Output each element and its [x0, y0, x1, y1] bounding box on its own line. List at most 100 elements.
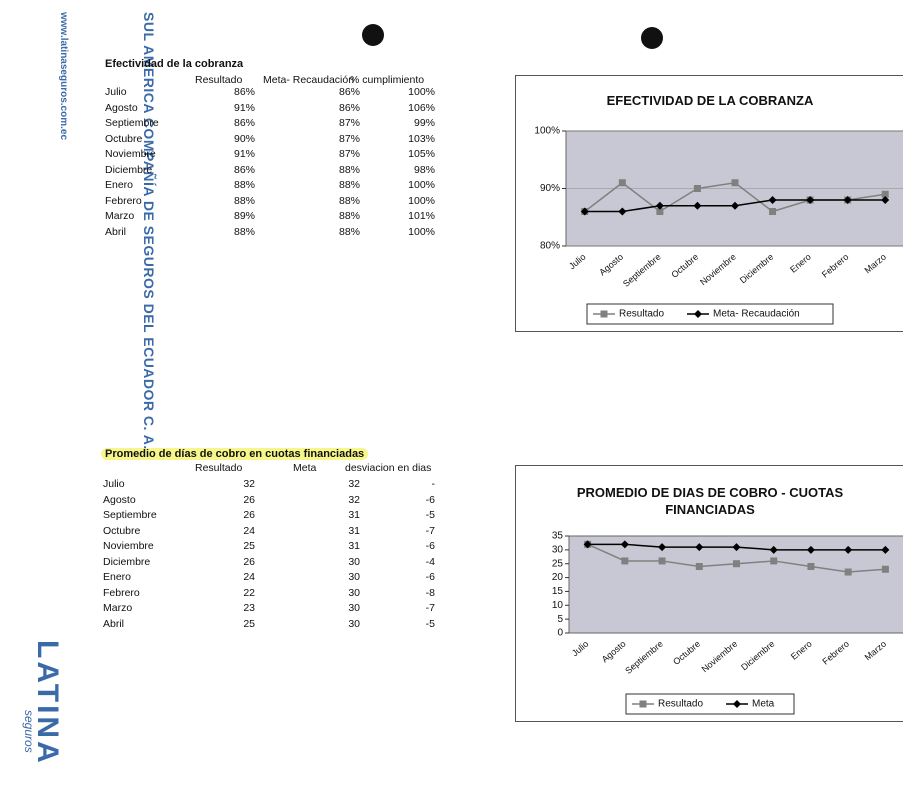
table-cell: 30	[348, 587, 360, 599]
table-cell: 88%	[339, 179, 360, 191]
table-cell: 103%	[408, 133, 435, 145]
x-tick-label: Marzo	[862, 252, 888, 276]
x-tick-label: Febrero	[820, 639, 851, 667]
table-title: Efectividad de la cobranza	[105, 58, 243, 70]
column-header: Resultado	[195, 74, 242, 86]
table-cell: 98%	[414, 164, 435, 176]
table-row: Septiembre86%87%99%	[105, 117, 445, 129]
row-label: Octubre	[103, 525, 140, 537]
row-label: Julio	[103, 478, 125, 490]
table-cell: 100%	[408, 226, 435, 238]
table-row: Octubre 90% 87% 103%	[105, 133, 445, 145]
table-cell: 32	[243, 478, 255, 490]
data-point	[769, 208, 776, 215]
table-title: Promedio de días de cobro en cuotas fina…	[101, 448, 368, 460]
row-label: Febrero	[103, 587, 140, 599]
table-row: Enero88%88%100%	[105, 179, 445, 191]
table-cell: 86%	[339, 102, 360, 114]
table-cell: 91%	[234, 102, 255, 114]
table-cell: 31	[348, 525, 360, 537]
table-cell: 101%	[408, 210, 435, 222]
data-point	[732, 179, 739, 186]
row-label: Julio	[105, 86, 127, 98]
table-cell: 30	[348, 602, 360, 614]
table-cell: 88%	[339, 210, 360, 222]
y-tick-label: 15	[552, 586, 564, 597]
legend-label: Meta	[752, 699, 775, 710]
table-row: Julio86%86%100%	[105, 86, 445, 98]
punch-hole	[641, 27, 663, 49]
y-tick-label: 35	[552, 531, 564, 542]
data-point	[694, 185, 701, 192]
table-cell: -6	[426, 540, 435, 552]
data-point	[619, 179, 626, 186]
row-label: Diciembre	[105, 164, 152, 176]
table-cell: 88%	[234, 195, 255, 207]
data-point	[882, 566, 889, 573]
table-cell: 88%	[234, 179, 255, 191]
punch-hole	[362, 24, 384, 46]
table-cell: 22	[243, 587, 255, 599]
y-tick-label: 20	[552, 572, 564, 583]
data-point	[770, 557, 777, 564]
x-tick-label: Septiembre	[623, 639, 665, 676]
y-tick-label: 90%	[540, 183, 560, 194]
table-cell: 105%	[408, 148, 435, 160]
legend-label: Resultado	[619, 309, 664, 320]
table-cell: 88%	[339, 164, 360, 176]
table-cell: -8	[426, 587, 435, 599]
table-row: Marzo2330-7	[105, 602, 445, 614]
legend-label: Resultado	[658, 699, 703, 710]
table-cell: 24	[243, 525, 255, 537]
table-cell: 86%	[234, 117, 255, 129]
y-tick-label: 5	[557, 614, 563, 625]
table-cell: 26	[243, 509, 255, 521]
data-point	[621, 557, 628, 564]
row-label: Marzo	[103, 602, 132, 614]
table-cell: 100%	[408, 86, 435, 98]
row-label: Abril	[103, 618, 124, 630]
table-cell: 91%	[234, 148, 255, 160]
row-label: Agosto	[103, 494, 136, 506]
table-cell: 99%	[414, 117, 435, 129]
table-cell: 30	[348, 571, 360, 583]
data-point	[845, 569, 852, 576]
row-label: Noviembre	[103, 540, 154, 552]
table-cell: 30	[348, 618, 360, 630]
logo-subtitle: seguros	[22, 710, 36, 753]
row-label: Abril	[105, 226, 126, 238]
row-label: Noviembre	[105, 148, 156, 160]
row-label: Agosto	[105, 102, 138, 114]
table-cell: 90%	[234, 133, 255, 145]
column-header: Meta- Recaudación	[263, 74, 354, 86]
table-cell: 86%	[234, 86, 255, 98]
column-header: desviacion en dias	[345, 462, 431, 474]
x-tick-label: Julio	[570, 639, 591, 659]
table-cell: 25	[243, 540, 255, 552]
x-tick-label: Octubre	[669, 252, 700, 280]
legend-label: Meta- Recaudación	[713, 309, 800, 320]
table-cell: 86%	[234, 164, 255, 176]
table-cell: 89%	[234, 210, 255, 222]
table-row: Noviembre91%87%105%	[105, 148, 445, 160]
table-cell: -4	[426, 556, 435, 568]
x-tick-label: Julio	[567, 252, 588, 272]
legend-marker	[640, 701, 647, 708]
row-label: Octubre	[105, 133, 142, 145]
row-label: Febrero	[105, 195, 142, 207]
table-cell: 32	[348, 494, 360, 506]
table-row: Julio3232-	[105, 478, 445, 490]
table-cell: 25	[243, 618, 255, 630]
y-tick-label: 10	[552, 600, 564, 611]
table-cell: 87%	[339, 133, 360, 145]
legend-marker	[601, 311, 608, 318]
x-tick-label: Agosto	[597, 252, 625, 278]
y-tick-label: 0	[557, 628, 563, 639]
table-cell: 88%	[339, 226, 360, 238]
